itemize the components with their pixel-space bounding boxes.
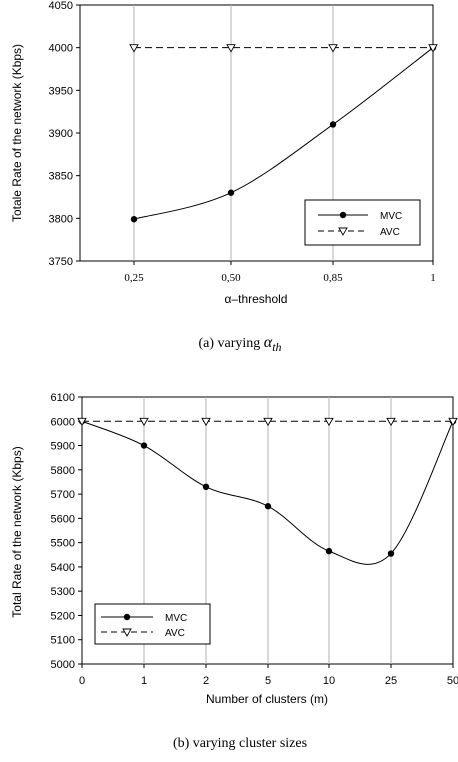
chart-a-x-tick-label: 0,85 xyxy=(323,272,343,284)
chart-b-caption: (b) varying cluster sizes xyxy=(173,736,307,751)
chart-a-legend-mvc-marker xyxy=(339,211,347,219)
chart-b-series-avc-point xyxy=(77,417,87,427)
chart-b-x-tick-label: 50 xyxy=(447,675,458,687)
chart-b-series-avc-point xyxy=(448,417,458,427)
chart-b-y-tick-label: 5600 xyxy=(51,513,75,525)
chart-b-y-tick-label: 5000 xyxy=(51,659,75,671)
chart-b-series-mvc-point xyxy=(264,503,272,510)
chart-b-series-mvc-point xyxy=(202,483,210,491)
chart-a-series-avc-point xyxy=(226,44,236,53)
chart-b-x-tick-label: 10 xyxy=(323,675,335,687)
chart-b: 5000510052005300540055005600570058005900… xyxy=(10,392,458,751)
chart-b-legend: MVC AVC xyxy=(94,603,211,645)
chart-a-series-mvc-point xyxy=(329,121,337,128)
chart-b-series-mvc-point xyxy=(325,547,333,555)
chart-b-y-tick-label: 5300 xyxy=(51,586,75,598)
chart-a-legend-box xyxy=(304,199,421,246)
chart-b-y-tick-label: 5900 xyxy=(51,441,75,453)
chart-b-legend-box xyxy=(94,603,211,645)
chart-a-x-tick-label: 1 xyxy=(430,272,436,284)
chart-b-x-tick-label: 25 xyxy=(385,675,397,687)
chart-a-series-avc-point xyxy=(328,44,338,53)
chart-b-series-avc-point xyxy=(386,417,396,427)
chart-b-y-tick-label: 5400 xyxy=(51,562,75,574)
chart-b-x-tick-label: 1 xyxy=(141,675,147,687)
chart-a-y-axis-label: Totale Rate of the network (Kbps) xyxy=(10,44,24,222)
chart-a: 3750 3800 3850 3900 3950 4000 4050 0,25 0,50 0,8… xyxy=(10,0,438,354)
chart-a-y-tick-label: 3800 xyxy=(49,213,73,225)
chart-b-legend-avc-label: AVC xyxy=(165,628,185,639)
chart-a-y-tick-label: 3900 xyxy=(49,128,73,140)
chart-a-caption-subscript: th xyxy=(272,340,281,354)
chart-a-y-tick-label: 4050 xyxy=(49,0,73,12)
chart-b-series-avc-point xyxy=(139,417,149,427)
chart-b-y-tick-label: 6100 xyxy=(51,392,75,404)
chart-a-x-tick-label: 0,25 xyxy=(124,272,144,284)
chart-b-series-mvc-point xyxy=(140,442,148,449)
chart-a-series-mvc-point xyxy=(227,189,235,196)
chart-b-y-tick-label: 6000 xyxy=(51,416,75,428)
chart-b-series-mvc-point xyxy=(387,550,395,557)
chart-b-series-avc-point xyxy=(324,417,334,427)
chart-a-series-avc-point xyxy=(129,44,139,53)
chart-a-y-tick-label: 3850 xyxy=(49,171,73,183)
chart-a-x-tick-label: 0,50 xyxy=(221,272,241,284)
chart-a-legend: MVC AVC xyxy=(304,199,421,246)
chart-a-x-axis-label: α–threshold xyxy=(225,292,288,306)
chart-b-series-avc-point xyxy=(201,417,211,427)
chart-b-y-axis-label: Total Rate of the network (Kbps) xyxy=(10,446,24,617)
chart-a-legend-mvc-label: MVC xyxy=(380,211,402,222)
chart-a-legend-avc-marker xyxy=(338,227,348,236)
chart-a-legend-avc-label: AVC xyxy=(380,227,400,238)
chart-b-series-avc-point xyxy=(263,417,273,427)
chart-b-legend-avc-marker xyxy=(122,628,132,637)
chart-b-y-tick-label: 5700 xyxy=(51,489,75,501)
chart-b-legend-mvc-marker xyxy=(123,613,131,621)
chart-b-x-axis-label: Number of clusters (m) xyxy=(206,692,328,706)
chart-a-caption: (a) varying αth xyxy=(198,334,281,354)
chart-a-y-tick-label: 3950 xyxy=(49,85,73,97)
chart-a-series-mvc-line xyxy=(133,47,434,220)
chart-a-caption-symbol: α xyxy=(264,334,273,351)
chart-b-legend-mvc-label: MVC xyxy=(165,613,187,624)
chart-b-x-tick-label: 0 xyxy=(79,675,85,687)
chart-b-y-tick-label: 5500 xyxy=(51,538,75,550)
chart-a-caption-prefix: (a) varying xyxy=(198,336,263,351)
chart-b-y-tick-label: 5200 xyxy=(51,610,75,622)
chart-a-series-mvc-point xyxy=(130,215,138,223)
chart-b-x-tick-label: 2 xyxy=(203,675,209,687)
chart-a-series-avc-point xyxy=(428,44,438,53)
chart-b-x-tick-label: 5 xyxy=(265,675,271,687)
chart-a-y-tick-label: 3750 xyxy=(49,256,73,268)
chart-b-y-tick-label: 5800 xyxy=(51,465,75,477)
chart-a-y-tick-label: 4000 xyxy=(49,43,73,55)
chart-b-y-tick-label: 5100 xyxy=(51,635,75,647)
